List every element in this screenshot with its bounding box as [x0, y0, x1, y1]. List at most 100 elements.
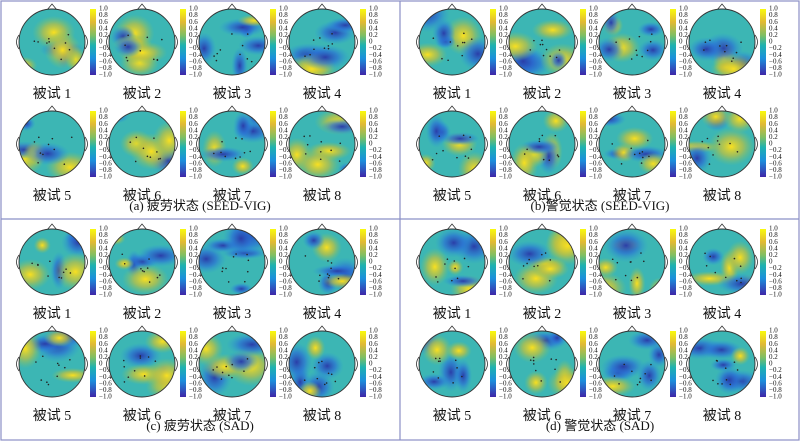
ear	[106, 254, 178, 270]
subject-label: 被试 7	[213, 188, 252, 204]
colorbar-tick-label: 0.2	[279, 31, 288, 39]
colorbar-tick-label: 1.0	[279, 225, 288, 233]
sensor	[709, 39, 711, 42]
sensor	[630, 147, 633, 150]
colorbar-tick-label: −0.2	[279, 366, 292, 374]
head-outline	[288, 110, 356, 178]
ear	[196, 356, 268, 372]
ear	[196, 34, 268, 50]
nose	[46, 223, 58, 231]
colorbar-tick-label: −0.2	[369, 366, 382, 374]
map-blob	[689, 37, 725, 62]
sensor	[526, 262, 528, 265]
sensor	[250, 60, 253, 63]
colorbar-tick-label: 0.2	[589, 133, 598, 141]
subject-label: 被试 3	[213, 86, 252, 102]
colorbar-tick-label: 0.8	[679, 113, 688, 121]
nose	[626, 105, 638, 113]
colorbar-tick-label: −0.2	[499, 146, 512, 154]
topomap	[106, 325, 178, 398]
sensor	[327, 260, 329, 262]
ear	[196, 136, 268, 152]
colorbar	[270, 9, 276, 75]
sensor	[733, 257, 736, 260]
sensor	[718, 143, 721, 146]
sensor	[724, 50, 726, 53]
colorbar	[90, 111, 96, 177]
sensor	[618, 383, 620, 385]
colorbar	[180, 331, 186, 397]
colorbar-tick-label: −0.4	[499, 271, 512, 279]
sensor	[62, 271, 65, 274]
colorbar-tick-label: 1.0	[769, 225, 778, 233]
map-fill	[689, 9, 755, 75]
colorbar-tick-label: 1.0	[189, 225, 198, 233]
ear	[506, 34, 578, 50]
colorbar-tick-label: 0.2	[589, 353, 598, 361]
colorbar-tick-label: 0.2	[279, 133, 288, 141]
sensor	[534, 369, 537, 372]
colorbar-tick-label: 0.2	[369, 251, 378, 259]
colorbar-tick-label: −1.0	[369, 173, 382, 181]
colorbar-tick-label: 0.2	[499, 353, 508, 361]
sensor	[642, 156, 644, 159]
ear	[686, 254, 758, 270]
sensor	[638, 152, 641, 155]
colorbar-tick-label: −0.2	[279, 146, 292, 154]
sensor	[123, 262, 126, 265]
colorbar-tick-label: 0.2	[589, 251, 598, 259]
colorbar-tick-label: 0	[369, 258, 373, 266]
colorbar-tick-label: 0.8	[189, 333, 198, 341]
map-blob	[730, 346, 750, 366]
colorbar-tick-label: 0.4	[279, 126, 288, 134]
colorbar-tick-label: −0.4	[769, 51, 782, 59]
colorbar-tick-label: 0.4	[589, 126, 598, 134]
map-fill	[19, 229, 85, 295]
colorbar-tick-label: 1.0	[189, 107, 198, 115]
colorbar-tick-label: 0.6	[189, 340, 198, 348]
colorbar-tick-label: −0.2	[769, 264, 782, 272]
nose	[716, 105, 728, 113]
head-outline	[18, 110, 86, 178]
colorbar-tick-label: 0.4	[99, 244, 108, 252]
sensor	[522, 265, 525, 267]
colorbar-tick-label: 0.2	[589, 31, 598, 39]
colorbar-tick-label: −1.0	[279, 71, 292, 79]
colorbar-tick-label: 0.4	[589, 244, 598, 252]
sensor	[533, 39, 535, 42]
colorbar-tick-label: 0.8	[499, 11, 508, 19]
colorbar-tick-label: −0.8	[589, 64, 602, 72]
nose	[536, 223, 548, 231]
map-blob	[549, 51, 568, 70]
sensor	[730, 60, 733, 62]
map-blob	[321, 118, 355, 135]
colorbar	[360, 9, 366, 75]
nose	[316, 105, 328, 113]
colorbar-tick-label: 0.4	[499, 244, 508, 252]
colorbar	[760, 9, 766, 75]
colorbar	[90, 9, 96, 75]
head-outline	[108, 228, 176, 296]
colorbar-tick-label: 1.0	[499, 107, 508, 115]
colorbar-tick-label: −0.8	[679, 386, 692, 394]
topomap	[196, 3, 268, 76]
sensor	[541, 253, 543, 256]
sensor	[641, 55, 643, 58]
sensor	[325, 382, 328, 384]
colorbar-tick-label: 0.6	[369, 120, 378, 128]
sensor	[701, 140, 704, 143]
map-blob	[425, 114, 447, 148]
head-outline	[198, 228, 266, 296]
topomap	[196, 105, 268, 178]
ear	[416, 254, 488, 270]
colorbar-tick-label: 0.4	[369, 24, 378, 32]
sensor	[221, 270, 224, 273]
colorbar-tick-label: 0.4	[769, 346, 778, 354]
colorbar	[270, 331, 276, 397]
sensor	[732, 57, 735, 60]
sensor	[721, 383, 723, 385]
colorbar-tick-label: 0	[769, 360, 773, 368]
ear	[106, 34, 178, 50]
sensor	[611, 258, 614, 261]
colorbar-tick-label: −0.2	[189, 44, 202, 52]
